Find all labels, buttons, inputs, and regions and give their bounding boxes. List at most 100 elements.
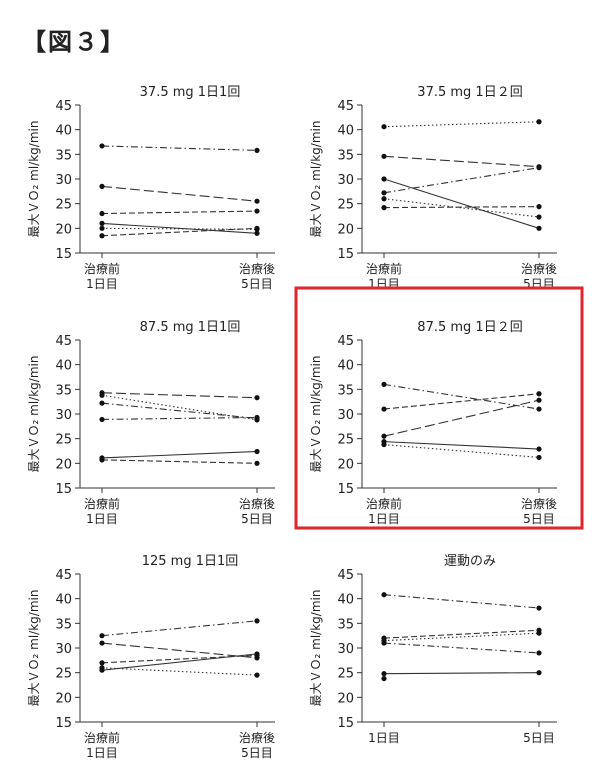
x-tick-label: 治療前1日目 bbox=[84, 730, 120, 760]
series-line-3 bbox=[102, 211, 257, 213]
data-point bbox=[99, 393, 104, 398]
series-line-4 bbox=[384, 442, 539, 449]
data-point bbox=[536, 214, 541, 219]
series-line-3 bbox=[384, 179, 539, 228]
data-point bbox=[381, 205, 386, 210]
data-point bbox=[99, 401, 104, 406]
series-line-4 bbox=[384, 168, 539, 193]
chart-panel-4: 87.5 mg 1日２回15202530354045治療前1日目治療後5日目最大… bbox=[296, 288, 582, 528]
data-point bbox=[99, 221, 104, 226]
data-point bbox=[254, 415, 259, 420]
series-line-4 bbox=[384, 643, 539, 653]
data-point bbox=[536, 165, 541, 170]
data-point bbox=[99, 417, 104, 422]
y-tick-label: 30 bbox=[337, 173, 354, 188]
y-tick-label: 45 bbox=[337, 334, 354, 349]
chart-title: 87.5 mg 1日２回 bbox=[417, 320, 522, 335]
series-line-1 bbox=[102, 393, 257, 398]
data-point bbox=[381, 671, 386, 676]
data-point bbox=[536, 204, 541, 209]
data-point bbox=[99, 668, 104, 673]
y-axis-label: 最大ＶＯ₂ ml/kg/min bbox=[309, 356, 323, 473]
y-tick-label: 20 bbox=[337, 457, 354, 472]
data-point bbox=[254, 651, 259, 656]
y-tick-label: 25 bbox=[55, 667, 72, 682]
data-point bbox=[254, 148, 259, 153]
x-tick-label: 治療後5日目 bbox=[239, 497, 275, 526]
y-tick-label: 20 bbox=[337, 691, 354, 706]
series-line-1 bbox=[102, 146, 257, 150]
series-line-2 bbox=[102, 186, 257, 201]
x-tick-label: 治療前1日目 bbox=[84, 496, 120, 526]
y-tick-label: 30 bbox=[337, 642, 354, 657]
series-line-6 bbox=[102, 460, 257, 463]
y-tick-label: 40 bbox=[337, 359, 354, 374]
chart-panel-1: 37.5 mg 1日1回15202530354045治療前1日目治療後5日目最大… bbox=[27, 85, 275, 291]
series-line-6 bbox=[384, 207, 539, 208]
data-point bbox=[99, 226, 104, 231]
data-point bbox=[536, 631, 541, 636]
x-tick-label: 治療後5日目 bbox=[521, 497, 557, 526]
y-tick-label: 25 bbox=[337, 198, 354, 213]
y-tick-label: 25 bbox=[337, 667, 354, 682]
data-point bbox=[99, 143, 104, 148]
series-line-4 bbox=[102, 668, 257, 675]
y-tick-label: 15 bbox=[55, 716, 72, 731]
chart-panel-5: 125 mg 1日1回15202530354045治療前1日目治療後5日目最大Ｖ… bbox=[27, 554, 275, 760]
data-point bbox=[536, 650, 541, 655]
y-tick-label: 40 bbox=[337, 593, 354, 608]
chart-title: 運動のみ bbox=[444, 554, 496, 569]
data-point bbox=[254, 226, 259, 231]
y-axis-label: 最大ＶＯ₂ ml/kg/min bbox=[27, 356, 41, 473]
data-point bbox=[254, 395, 259, 400]
y-axis-label: 最大ＶＯ₂ ml/kg/min bbox=[27, 121, 41, 238]
data-point bbox=[536, 391, 541, 396]
data-point bbox=[536, 670, 541, 675]
data-point bbox=[536, 398, 541, 403]
y-tick-label: 15 bbox=[55, 247, 72, 262]
y-tick-label: 20 bbox=[55, 457, 72, 472]
y-tick-label: 20 bbox=[337, 222, 354, 237]
chart-title: 125 mg 1日1回 bbox=[142, 554, 239, 569]
series-line-4 bbox=[102, 417, 257, 419]
data-point bbox=[536, 455, 541, 460]
data-point bbox=[99, 457, 104, 462]
data-point bbox=[381, 406, 386, 411]
x-tick-label: 治療前1日目 bbox=[84, 261, 120, 291]
y-tick-label: 35 bbox=[337, 148, 354, 163]
series-line-5 bbox=[384, 673, 539, 674]
series-line-1 bbox=[384, 122, 539, 127]
y-tick-label: 20 bbox=[55, 691, 72, 706]
data-point bbox=[99, 211, 104, 216]
series-line-1 bbox=[102, 621, 257, 636]
series-line-5 bbox=[102, 451, 257, 457]
series-line-2 bbox=[384, 156, 539, 166]
x-tick-label: 5日目 bbox=[523, 731, 555, 745]
y-tick-label: 35 bbox=[55, 148, 72, 163]
x-tick-label: 1日目 bbox=[368, 731, 400, 745]
data-point bbox=[536, 605, 541, 610]
y-tick-label: 20 bbox=[55, 222, 72, 237]
x-tick-label: 治療後5日目 bbox=[239, 731, 275, 760]
y-tick-label: 30 bbox=[55, 408, 72, 423]
series-line-1 bbox=[384, 595, 539, 608]
y-tick-label: 25 bbox=[55, 198, 72, 213]
data-point bbox=[381, 196, 386, 201]
y-axis-label: 最大ＶＯ₂ ml/kg/min bbox=[309, 590, 323, 707]
data-point bbox=[381, 676, 386, 681]
y-tick-label: 45 bbox=[337, 99, 354, 114]
data-point bbox=[381, 592, 386, 597]
y-tick-label: 35 bbox=[55, 383, 72, 398]
series-line-3 bbox=[102, 403, 257, 418]
data-point bbox=[536, 119, 541, 124]
y-tick-label: 35 bbox=[337, 617, 354, 632]
y-tick-label: 25 bbox=[337, 433, 354, 448]
data-point bbox=[99, 633, 104, 638]
chart-title: 37.5 mg 1日1回 bbox=[140, 85, 241, 100]
data-point bbox=[99, 660, 104, 665]
data-point bbox=[381, 434, 386, 439]
data-point bbox=[99, 640, 104, 645]
chart-panel-6: 運動のみ152025303540451日目5日目最大ＶＯ₂ ml/kg/min bbox=[309, 554, 557, 745]
y-tick-label: 45 bbox=[337, 568, 354, 583]
